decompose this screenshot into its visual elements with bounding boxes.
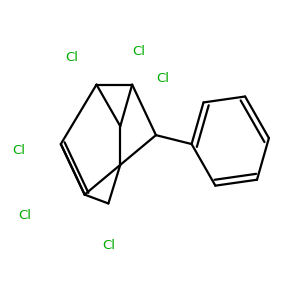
Text: Cl: Cl [102,239,115,252]
Text: Cl: Cl [132,45,145,58]
Text: Cl: Cl [156,72,169,85]
Text: Cl: Cl [12,143,25,157]
Text: Cl: Cl [18,209,31,222]
Text: Cl: Cl [66,51,79,64]
